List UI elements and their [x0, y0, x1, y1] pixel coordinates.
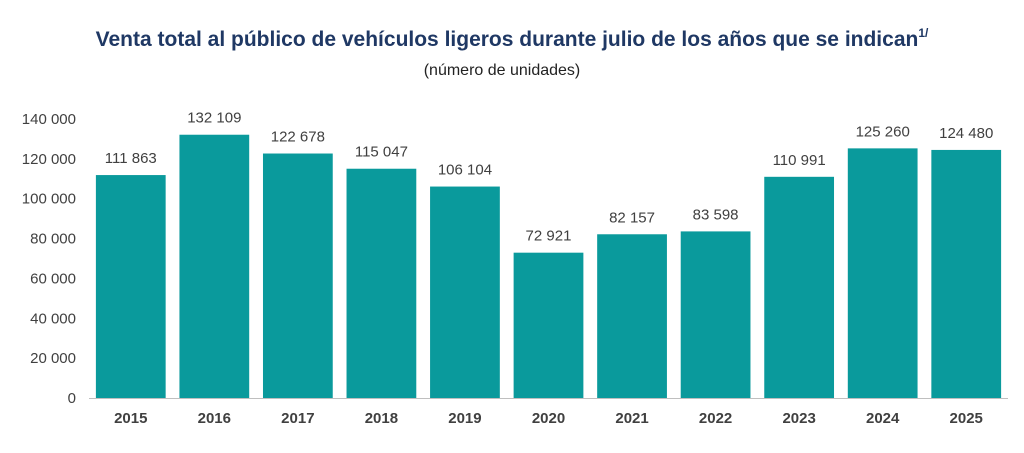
bar-2019: [430, 186, 500, 398]
data-label-2017: 122 678: [271, 129, 325, 146]
y-tick-label: 80 000: [30, 231, 76, 248]
bar-2015: [95, 175, 166, 398]
bar-2017: [262, 153, 333, 398]
data-label-2020: 72 921: [526, 228, 572, 245]
data-label-2024: 125 260: [856, 123, 910, 140]
x-tick-label-2023: 2023: [782, 410, 815, 427]
x-tick-label-2021: 2021: [615, 410, 648, 427]
bar-2022: [680, 231, 751, 398]
x-tick-label-2022: 2022: [699, 410, 732, 427]
x-tick-label-2024: 2024: [866, 410, 900, 427]
bar-2023: [764, 176, 835, 398]
x-tick-label-2015: 2015: [114, 410, 147, 427]
y-tick-label: 60 000: [30, 270, 76, 287]
data-label-2018: 115 047: [355, 144, 408, 161]
bar-2018: [346, 168, 417, 398]
y-axis-labels: 0 20 000 40 000 60 000 80 000 100 000 120 000 1…: [22, 111, 76, 407]
data-label-2023: 110 991: [773, 152, 826, 169]
x-tick-label-2018: 2018: [365, 410, 398, 427]
data-label-2019: 106 104: [438, 162, 492, 179]
y-tick-label: 120 000: [22, 151, 76, 168]
data-label-2022: 83 598: [693, 206, 739, 223]
data-label-2025: 124 480: [939, 125, 993, 142]
y-tick-label: 140 000: [22, 111, 76, 128]
x-axis-labels: 2015 2016 2017 2018 2019 2020 2021 2022 2023 2024…: [114, 410, 983, 427]
chart-subtitle: (número de unidades): [423, 62, 581, 79]
x-tick-label-2025: 2025: [950, 410, 983, 427]
bar-2016: [179, 134, 250, 399]
x-tick-label-2017: 2017: [281, 410, 314, 427]
x-tick-label-2020: 2020: [532, 410, 565, 427]
data-label-2016: 132 109: [187, 110, 241, 127]
bar-2020: [513, 252, 584, 398]
y-tick-label: 100 000: [22, 191, 76, 208]
title-footnote: 1/: [918, 26, 929, 40]
y-tick-label: 40 000: [30, 310, 76, 327]
y-tick-label: 20 000: [30, 350, 76, 367]
bar-2025: [931, 149, 1002, 398]
data-labels: 111 863 132 109 122 678 115 047 106 104 72 92…: [105, 110, 994, 245]
bar-2021: [597, 234, 667, 398]
data-label-2015: 111 863: [105, 150, 157, 167]
x-tick-label-2016: 2016: [198, 410, 231, 427]
data-label-2021: 82 157: [609, 209, 655, 226]
bars: [95, 134, 1002, 399]
y-tick-label: 0: [68, 390, 76, 407]
x-tick-label-2019: 2019: [448, 410, 481, 427]
chart-title-text: Venta total al público de vehículos lige…: [95, 28, 919, 51]
bar-2024: [847, 148, 918, 398]
chart-title: Venta total al público de vehículos lige…: [0, 26, 1024, 52]
